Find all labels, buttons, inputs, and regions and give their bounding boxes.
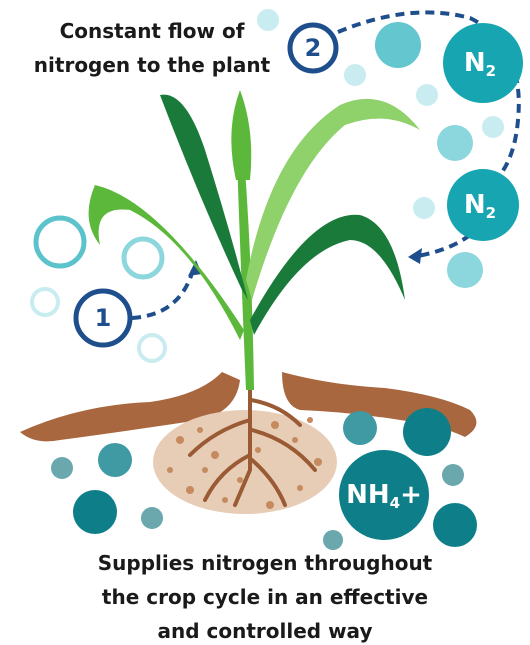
symbol: N: [464, 190, 486, 220]
subscript: 2: [486, 204, 496, 222]
symbol: N: [464, 48, 486, 78]
ion-label: NH4+: [346, 480, 422, 512]
charge: +: [400, 480, 422, 510]
step-number: 2: [305, 34, 322, 62]
step-number: 1: [95, 304, 112, 332]
caption-line: Constant flow of: [60, 19, 245, 43]
caption-line: and controlled way: [158, 619, 373, 643]
caption-line: Supplies nitrogen throughout: [98, 551, 433, 575]
caption-line: the crop cycle in an effective: [102, 585, 428, 609]
diagram: 2 1 N2 N2 Constant flow of nitrogen to t…: [0, 0, 530, 645]
subscript: 4: [390, 494, 400, 512]
subscript: 2: [486, 62, 496, 80]
caption-line: nitrogen to the plant: [34, 53, 271, 77]
symbol: NH: [346, 480, 390, 510]
